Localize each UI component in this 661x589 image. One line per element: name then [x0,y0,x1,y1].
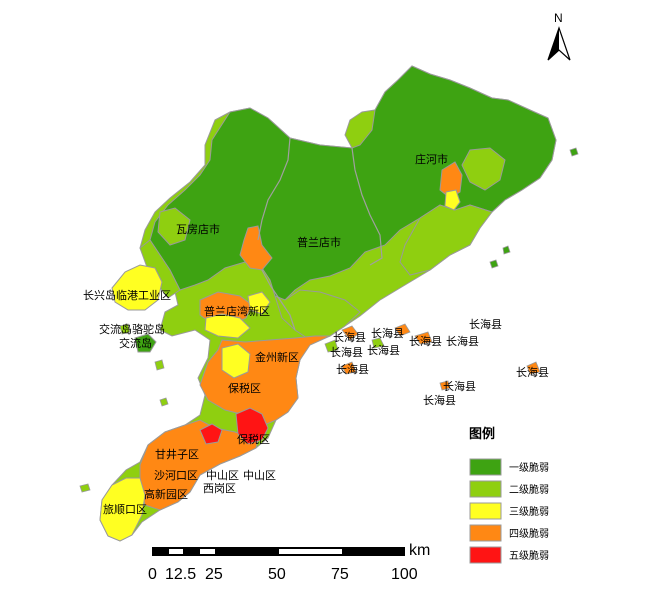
label-jiaoliu-tuotuo: 交流岛骆驼岛 [99,322,165,336]
scale-tick: 0 [148,566,157,583]
label-lvshun: 旅顺口区 [103,502,147,516]
label-xigang: 西岗区 [203,482,236,495]
land-regions [99,65,557,542]
region-level2-wafang-s [157,207,191,246]
scale-bar: km 0 12.5 25 50 75 100 [148,542,430,583]
island [394,323,411,337]
label-wafangdian: 瓦房店市 [176,222,220,236]
region-level3-zhuanghe [444,189,461,211]
legend-swatch [469,524,502,542]
region-level5-baoshui [235,407,269,445]
region-level5-ganjingzi [199,423,223,445]
label-jiaoliu: 交流岛 [119,336,152,350]
island [159,397,169,407]
label-changhai: 长海县 [423,393,456,407]
label-baoshui-2: 保税区 [237,432,270,446]
island [569,147,579,157]
county-boundaries [257,137,383,331]
legend-item: 三级脆弱 [469,502,549,520]
region-level2-pulan-mid [274,289,361,341]
legend-swatch [469,480,502,498]
island [414,331,433,345]
scale-tick: 25 [205,566,223,583]
islands [79,147,579,493]
scale-unit: km [409,542,430,559]
island [439,380,451,391]
legend-label: 三级脆弱 [509,505,549,518]
label-pulandian: 普兰店市 [297,235,341,249]
label-shahekou: 沙河口区 [154,469,198,482]
island [502,245,511,255]
label-baoshui: 保税区 [228,381,261,395]
island [371,337,385,349]
region-level3-bay-east [247,291,271,315]
island [79,483,91,493]
label-gaoxin: 高新园区 [144,487,188,501]
legend-label: 一级脆弱 [509,461,549,474]
legend-item: 四级脆弱 [469,524,549,542]
label-zhongshan-2: 中山区 [243,469,276,482]
island [341,361,357,375]
scale-tick: 50 [268,566,286,583]
island [341,325,359,341]
label-changhai: 长海县 [371,326,404,340]
legend-label: 二级脆弱 [509,483,549,496]
island [324,339,339,353]
label-changhai: 长海县 [516,365,549,379]
label-changhai: 长海县 [330,345,363,359]
region-level3-pulandian-bay [204,313,251,339]
island [526,361,541,375]
north-label: N [554,11,563,25]
label-zhuanghe: 庄河市 [415,152,448,166]
island [154,359,165,371]
label-ganjingzi: 甘井子区 [155,447,199,461]
region-level2-zhuanghe [461,147,506,191]
scale-tick: 75 [331,566,349,583]
place-labels: 庄河市 瓦房店市 普兰店市 长兴岛临港工业区 普兰店湾新区 交流岛骆驼岛 交流岛… [83,152,549,516]
label-changhai: 长海县 [367,343,400,357]
legend-title: 图例 [469,426,495,442]
label-jinzhou: 金州新区 [255,350,299,364]
label-changhai: 长海县 [446,334,479,348]
region-level4-zhuanghe [439,161,463,199]
legend-item: 一级脆弱 [469,458,549,476]
label-changhai: 长海县 [443,379,476,393]
scale-tick: 12.5 [165,566,196,583]
legend-item: 二级脆弱 [469,480,549,498]
label-changhai: 长海县 [409,334,442,348]
island [119,323,131,335]
label-zhongshan-1: 中山区 [206,469,239,482]
legend-swatch [469,458,502,476]
label-changhai: 长海县 [336,362,369,376]
legend-label: 五级脆弱 [509,549,549,562]
region-level2-east [399,204,493,276]
legend-swatch [469,546,502,564]
label-changhai: 长海县 [469,317,502,331]
north-arrow: N [547,11,571,61]
label-changhai: 长海县 [333,330,366,344]
scale-tick: 100 [391,566,418,583]
label-changxingdao: 长兴岛临港工业区 [83,288,171,302]
legend-swatch [469,502,502,520]
region-level2-ne [344,109,376,149]
region-level1-jiaoliu [134,333,157,353]
label-pulandian-bay: 普兰店湾新区 [204,304,270,318]
region-level3-lvshun [99,477,146,542]
legend-item: 五级脆弱 [469,546,549,564]
region-level3-changxingdao [111,264,163,311]
legend: 图例 一级脆弱 二级脆弱 三级脆弱 四级脆弱 五级脆弱 [469,426,549,564]
legend-label: 四级脆弱 [509,527,549,540]
region-level3-jinzhou [221,343,251,379]
island [489,259,499,269]
